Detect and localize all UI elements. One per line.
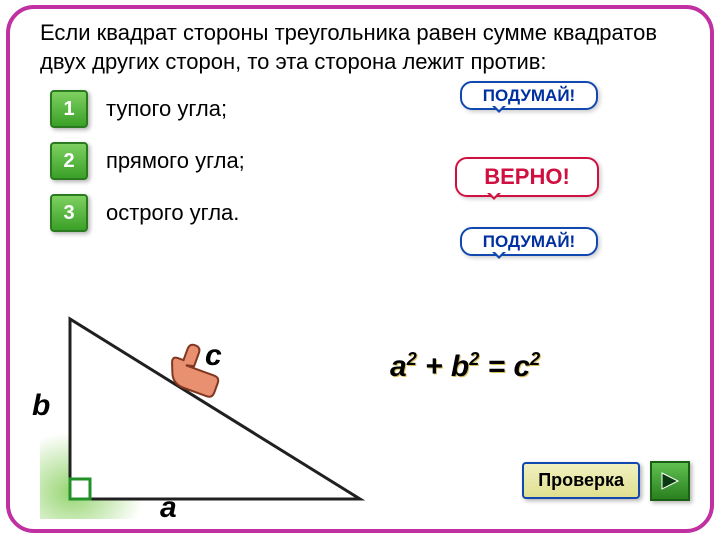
side-label-b: b <box>32 389 50 423</box>
formula-b: b <box>451 350 469 383</box>
slide-frame: Если квадрат стороны треугольника равен … <box>6 5 714 533</box>
arrow-right-icon <box>659 470 681 492</box>
formula-sq2: 2 <box>469 349 479 369</box>
feedback-bubble-correct: ВЕРНО! <box>455 157 599 197</box>
feedback-bubble-1: ПОДУМАЙ! <box>460 81 598 110</box>
formula-plus: + <box>425 350 451 383</box>
option-row-2: 2 прямого угла; <box>50 142 710 180</box>
option-button-2[interactable]: 2 <box>50 142 88 180</box>
side-label-a: a <box>160 491 177 525</box>
question-text: Если квадрат стороны треугольника равен … <box>10 9 710 76</box>
formula-c: c <box>513 350 530 383</box>
formula-sq3: 2 <box>530 349 540 369</box>
feedback-bubble-3: ПОДУМАЙ! <box>460 227 598 256</box>
options-list: 1 тупого угла; 2 прямого угла; 3 острого… <box>10 90 710 232</box>
check-button[interactable]: Проверка <box>522 462 640 499</box>
side-label-c: c <box>205 339 222 373</box>
pythagoras-formula: a2 + b2 = c2 <box>390 349 540 384</box>
option-button-1[interactable]: 1 <box>50 90 88 128</box>
option-text-3: острого угла. <box>106 200 239 226</box>
formula-a: a <box>390 350 407 383</box>
option-text-2: прямого угла; <box>106 148 245 174</box>
next-arrow-button[interactable] <box>650 461 690 501</box>
option-row-1: 1 тупого угла; <box>50 90 710 128</box>
formula-sq1: 2 <box>407 349 417 369</box>
formula-eq: = <box>488 350 514 383</box>
option-text-1: тупого угла; <box>106 96 227 122</box>
option-row-3: 3 острого угла. <box>50 194 710 232</box>
option-button-3[interactable]: 3 <box>50 194 88 232</box>
